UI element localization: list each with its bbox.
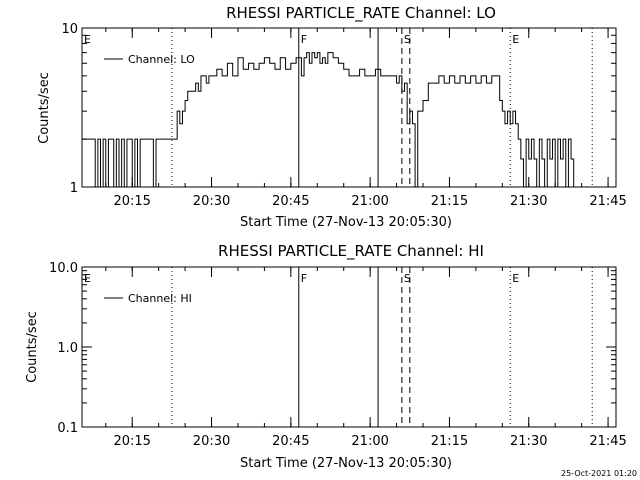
x-tick-label: 21:15 — [431, 434, 468, 449]
chart-title: RHESSI PARTICLE_RATE Channel: HI — [218, 242, 484, 261]
x-tick-label: 21:45 — [589, 434, 626, 449]
plot-frame — [81, 27, 617, 188]
panel-lo: RHESSI PARTICLE_RATE Channel: LO E F S E 20… — [37, 4, 627, 230]
marker-label: S — [404, 33, 411, 46]
y-axis-label: Counts/sec — [25, 311, 40, 383]
axis-ticks: 20:15 20:30 20:45 21:00 21:15 21:30 21:45 0.1 1.… — [49, 261, 627, 449]
x-axis-label: Start Time (27-Nov-13 20:05:30) — [240, 456, 452, 471]
timestamp-label: 25-Oct-2021 01:20 — [561, 469, 637, 478]
marker-label: F — [301, 272, 307, 285]
legend-label: Channel: HI — [128, 292, 192, 305]
plot-frame — [81, 266, 617, 428]
x-tick-label: 20:15 — [113, 434, 150, 449]
x-tick-label: 21:00 — [351, 434, 388, 449]
x-tick-label: 21:30 — [510, 194, 547, 209]
y-axis-label: Counts/sec — [37, 72, 52, 144]
legend: Channel: LO — [104, 53, 195, 66]
y-tick-label: 1 — [70, 181, 78, 196]
y-tick-label: 0.1 — [57, 421, 78, 436]
panel-hi: RHESSI PARTICLE_RATE Channel: HI E F S E 20… — [25, 242, 627, 471]
x-tick-label: 20:30 — [193, 434, 230, 449]
x-tick-label: 21:15 — [431, 194, 468, 209]
marker-label: F — [301, 33, 307, 46]
marker-label: E — [84, 33, 91, 46]
x-tick-label: 21:45 — [589, 194, 626, 209]
x-tick-label: 21:30 — [510, 434, 547, 449]
x-tick-label: 20:30 — [193, 194, 230, 209]
series-line-lo — [82, 52, 582, 188]
marker-label: E — [512, 272, 519, 285]
y-tick-label: 10 — [61, 22, 78, 37]
marker-label: E — [84, 272, 91, 285]
x-tick-label: 20:45 — [272, 194, 309, 209]
legend-label: Channel: LO — [128, 53, 195, 66]
legend: Channel: HI — [104, 292, 192, 305]
marker-label: E — [512, 33, 519, 46]
axis-ticks: 20:15 20:30 20:45 21:00 21:15 21:30 21:45 1 10 — [61, 22, 626, 209]
x-tick-label: 20:45 — [272, 434, 309, 449]
marker-label: S — [404, 272, 411, 285]
x-axis-label: Start Time (27-Nov-13 20:05:30) — [240, 215, 452, 230]
chart-title: RHESSI PARTICLE_RATE Channel: LO — [226, 4, 496, 23]
y-tick-label: 10.0 — [49, 261, 78, 276]
x-tick-label: 20:15 — [113, 194, 150, 209]
x-tick-label: 21:00 — [351, 194, 388, 209]
y-tick-label: 1.0 — [57, 341, 78, 356]
